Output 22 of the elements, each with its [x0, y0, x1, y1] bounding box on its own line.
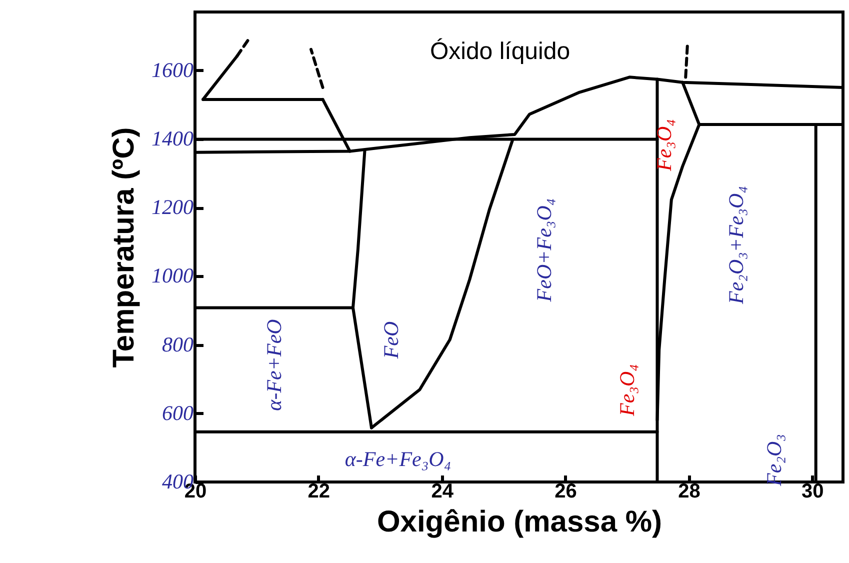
annotation: Fe₂O₃+Fe₃O₄	[724, 186, 748, 306]
annotation: FeO	[379, 321, 403, 360]
y-tick-label: 600	[162, 400, 194, 425]
y-axis-title: Temperatura (ºC)	[108, 127, 140, 368]
x-tick-label: 30	[802, 480, 824, 502]
x-tick-label: 24	[431, 480, 454, 502]
y-tick-label: 1200	[152, 195, 194, 220]
y-tick-label: 1000	[152, 264, 194, 288]
annotation: Óxido líquido	[430, 38, 570, 65]
x-tick-label: 26	[554, 480, 577, 502]
x-tick-label: 28	[678, 480, 700, 502]
y-tick-label: 1400	[152, 126, 194, 150]
x-tick-label: 22	[308, 480, 330, 502]
y-tick-label: 1600	[152, 58, 194, 82]
x-axis-title: Oxigênio (massa %)	[376, 506, 662, 538]
annotation: Fe₂O₃	[762, 434, 786, 487]
annotation: Fe₃O₄	[615, 364, 639, 417]
annotation: Fe₃O₄	[652, 119, 676, 172]
annotation: α-Fe+FeO	[262, 319, 286, 411]
y-tick-label: 800	[162, 332, 194, 356]
annotation: α-Fe+Fe₃O₄	[344, 447, 452, 471]
annotation: FeO+Fe₃O₄	[532, 198, 556, 303]
